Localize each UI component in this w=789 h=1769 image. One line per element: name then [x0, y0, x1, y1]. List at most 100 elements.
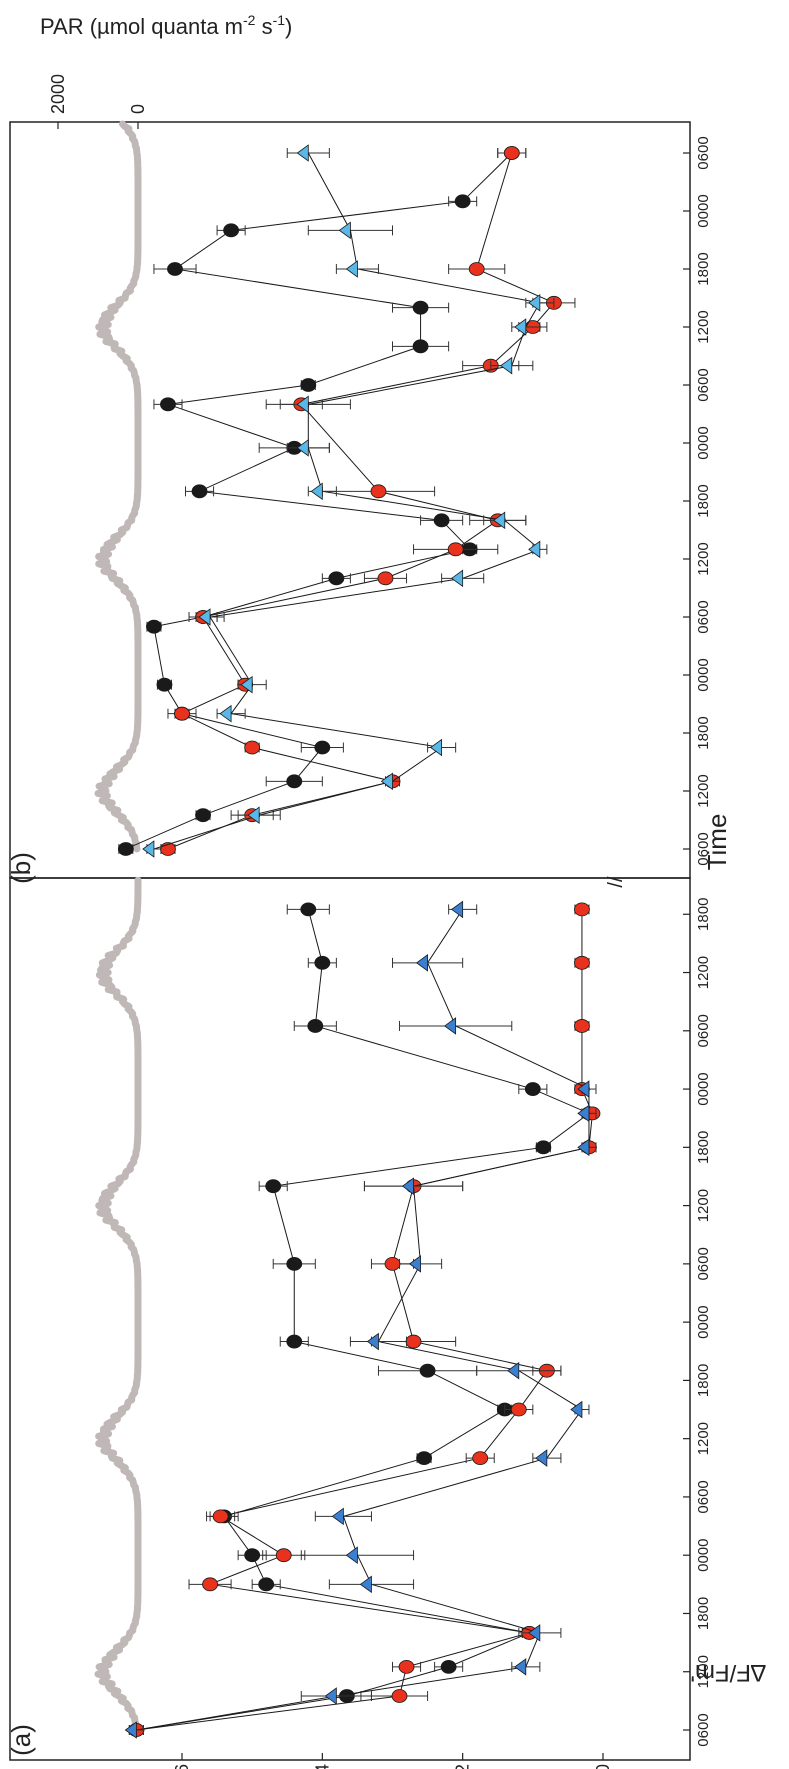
data-point	[146, 619, 162, 634]
data-point	[570, 1400, 583, 1419]
series-line	[136, 909, 593, 1731]
data-point	[528, 540, 541, 559]
par-axis-title-sup2: -1	[273, 12, 286, 28]
data-point	[366, 1332, 379, 1351]
data-point	[300, 378, 317, 392]
axis-break-mark: //	[605, 876, 627, 888]
y-tick-label: 0.6	[172, 1764, 192, 1769]
panel-b-label: (b)	[6, 852, 36, 884]
data-point	[307, 1019, 324, 1033]
data-point	[160, 397, 176, 412]
data-point	[244, 1548, 261, 1563]
par-tick-label: 2000	[48, 74, 68, 114]
series-line	[136, 909, 590, 1731]
time-tick-label: 0000	[695, 658, 712, 691]
data-point	[574, 955, 590, 970]
data-point	[244, 740, 261, 755]
data-point	[286, 774, 303, 789]
time-tick-label: 0000	[695, 1539, 712, 1572]
data-point	[191, 484, 208, 499]
panel-b-frame	[9, 121, 691, 879]
data-point	[443, 1017, 457, 1035]
series-circle-black	[128, 902, 597, 1737]
series-triangle-blue	[142, 144, 555, 858]
par-axis-title-prefix: PAR (µmol quanta m	[40, 14, 243, 39]
data-point	[398, 1659, 415, 1674]
data-point	[419, 1363, 436, 1378]
series-circle-black	[117, 146, 527, 856]
time-tick-label: 1200	[695, 956, 712, 989]
data-point	[384, 1256, 401, 1271]
time-tick-label: 0000	[695, 1305, 712, 1338]
panel-a-label: (a)	[6, 1724, 36, 1756]
par-traces	[94, 120, 142, 1734]
data-point	[328, 571, 345, 586]
data-point	[577, 1138, 590, 1157]
data-point	[574, 902, 590, 917]
data-point	[117, 842, 134, 856]
data-point	[142, 840, 155, 858]
data-point	[286, 1334, 303, 1349]
data-point	[258, 1577, 275, 1592]
time-tick-label: 0600	[695, 1014, 712, 1047]
time-tick-label: 1200	[695, 774, 712, 807]
time-tick-label: 0000	[695, 194, 712, 227]
data-point	[514, 1658, 527, 1676]
data-point	[405, 1334, 422, 1349]
data-point	[528, 1624, 541, 1642]
data-point	[535, 1140, 552, 1155]
data-point	[415, 954, 428, 972]
data-point	[219, 704, 232, 723]
data-point	[359, 1575, 372, 1594]
data-point	[391, 1689, 408, 1703]
data-point	[510, 1402, 527, 1417]
series-circle-red	[160, 146, 576, 856]
time-tick-label: 1800	[695, 1597, 712, 1630]
data-point	[345, 260, 358, 278]
data-point	[577, 1104, 590, 1123]
data-point	[450, 569, 464, 588]
time-tick-label: 0600	[695, 600, 712, 633]
data-point	[124, 1721, 137, 1739]
data-point	[314, 955, 331, 970]
series-circle-red	[128, 902, 601, 1737]
data-point	[212, 1509, 229, 1524]
time-tick-label: 1800	[695, 484, 712, 517]
data-point	[296, 395, 309, 414]
par-axis-title: PAR (µmol quanta m-2 s-1)	[40, 12, 292, 39]
y-tick-label: 0.4	[312, 1764, 332, 1769]
data-point	[265, 1179, 282, 1194]
data-point	[370, 484, 387, 499]
data-point	[314, 740, 331, 755]
time-tick-label: 0600	[695, 136, 712, 169]
time-tick-label: 0600	[695, 832, 712, 865]
data-point	[345, 1546, 358, 1564]
data-point	[195, 808, 211, 823]
time-tick-label: 1200	[695, 1422, 712, 1455]
time-tick-label: 0600	[695, 1480, 712, 1513]
par-trace	[94, 876, 142, 1734]
y-tick-label: 0	[593, 1764, 613, 1769]
series-triangle-blue	[124, 900, 597, 1739]
data-point	[507, 1361, 520, 1380]
data-point	[331, 1507, 344, 1526]
data-point	[174, 706, 190, 721]
data-point	[240, 675, 253, 694]
data-point	[514, 318, 527, 336]
data-point	[286, 1256, 303, 1271]
time-tick-label: 0000	[695, 426, 712, 459]
data-point	[380, 772, 393, 791]
series-line	[136, 909, 590, 1731]
time-tick-label: 1200	[695, 542, 712, 575]
panel-a-frame	[9, 877, 691, 1761]
x-axis-title: Time	[702, 814, 732, 871]
time-tick-label: 0600	[695, 368, 712, 401]
data-point	[296, 144, 309, 162]
data-point	[275, 1548, 292, 1563]
data-point	[574, 1019, 590, 1033]
data-point	[528, 294, 541, 312]
data-point	[535, 1449, 548, 1467]
data-point	[412, 300, 429, 315]
series-line	[167, 152, 555, 850]
